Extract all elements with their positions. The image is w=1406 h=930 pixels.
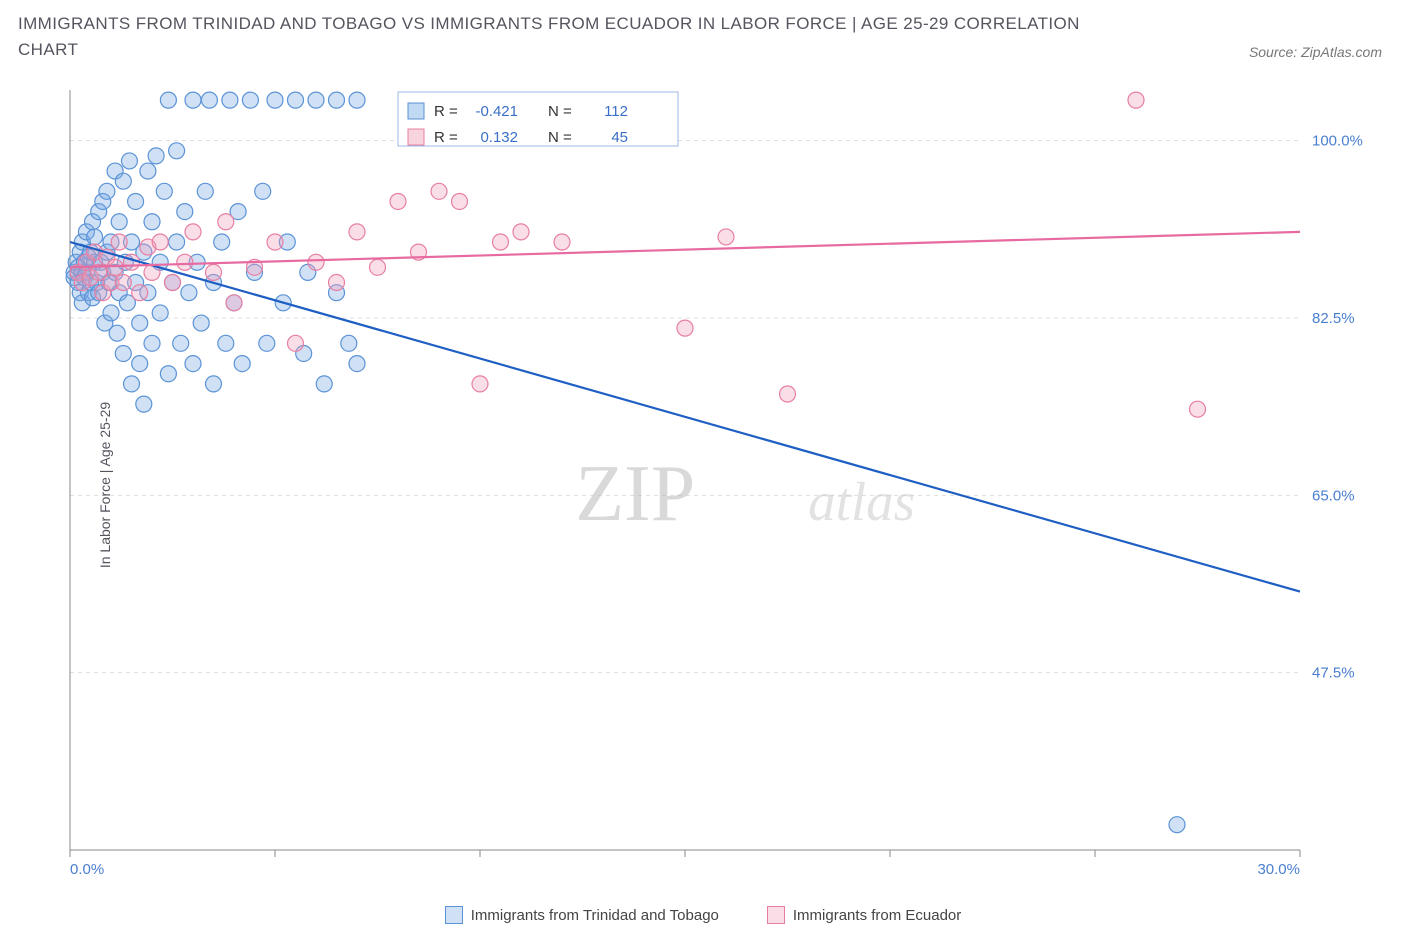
legend-swatch-tt xyxy=(445,906,463,924)
svg-text:N =: N = xyxy=(548,103,572,120)
legend-swatch-ec xyxy=(767,906,785,924)
svg-text:N =: N = xyxy=(548,129,572,146)
svg-text:112: 112 xyxy=(604,103,628,120)
svg-text:82.5%: 82.5% xyxy=(1312,310,1355,327)
svg-text:R =: R = xyxy=(434,103,458,120)
svg-text:30.0%: 30.0% xyxy=(1257,861,1300,878)
svg-text:-0.421: -0.421 xyxy=(475,103,518,120)
svg-text:atlas: atlas xyxy=(808,471,915,532)
scatter-chart: 47.5% 65.0% 82.5% 100.0% 0.0% 30.0% ZIP atlas R … xyxy=(50,80,1380,880)
svg-text:ZIP: ZIP xyxy=(575,450,695,538)
legend-label-tt: Immigrants from Trinidad and Tobago xyxy=(471,907,719,924)
chart-title: IMMIGRANTS FROM TRINIDAD AND TOBAGO VS I… xyxy=(18,14,1388,34)
svg-text:47.5%: 47.5% xyxy=(1312,665,1355,682)
svg-text:65.0%: 65.0% xyxy=(1312,487,1355,504)
svg-text:100.0%: 100.0% xyxy=(1312,133,1363,150)
svg-text:0.0%: 0.0% xyxy=(70,861,104,878)
bottom-legend: Immigrants from Trinidad and Tobago Immi… xyxy=(0,906,1406,924)
svg-text:0.132: 0.132 xyxy=(480,129,518,146)
svg-text:R =: R = xyxy=(434,129,458,146)
source-label: Source: ZipAtlas.com xyxy=(1249,44,1382,60)
y-axis-label: In Labor Force | Age 25-29 xyxy=(97,402,113,568)
svg-text:45: 45 xyxy=(611,129,628,146)
chart-subtitle: CHART xyxy=(18,40,78,60)
legend-label-ec: Immigrants from Ecuador xyxy=(793,907,961,924)
legend-item-tt: Immigrants from Trinidad and Tobago xyxy=(445,906,719,924)
legend-item-ec: Immigrants from Ecuador xyxy=(767,906,961,924)
chart-area: In Labor Force | Age 25-29 47.5% 65.0% 82.… xyxy=(50,80,1396,890)
